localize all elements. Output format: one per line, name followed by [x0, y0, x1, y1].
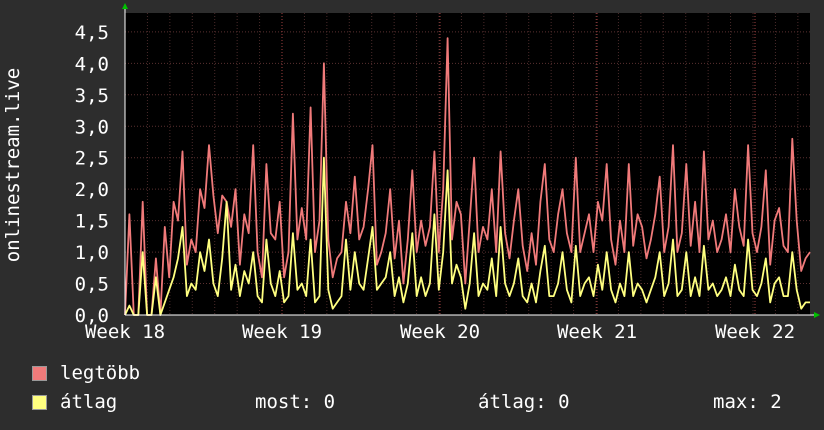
series-lines: [124, 37, 811, 316]
x-axis-arrow: [814, 312, 820, 318]
y-tick-label: 1,0: [75, 242, 109, 264]
stat-max: max: 2: [713, 391, 782, 413]
y-tick-label: 0,0: [75, 305, 109, 327]
y-axis-label: onlinestream.live: [2, 68, 24, 262]
legend-swatch-avg: [32, 395, 47, 410]
stat-now: most: 0: [255, 391, 336, 413]
x-tick-label: Week 20: [400, 321, 480, 343]
y-tick-label: 3,5: [75, 85, 109, 107]
x-tick-label: Week 19: [242, 321, 322, 343]
stat-average: átlag: 0: [478, 391, 570, 413]
y-tick-labels: 0,0 0,5 1,0 1,5 2,0 2,5 3,0 3,5 4,0 4,5: [75, 22, 109, 327]
y-tick-label: 4,0: [75, 53, 109, 75]
legend-swatch-max: [32, 366, 47, 381]
y-tick-label: 3,0: [75, 116, 109, 138]
x-tick-label: Week 22: [715, 321, 795, 343]
x-tick-label: Week 21: [557, 321, 637, 343]
y-tick-label: 2,5: [75, 148, 109, 170]
series-line-avg: [124, 156, 810, 316]
y-tick-label: 1,5: [75, 211, 109, 233]
legend-label-max: legtöbb: [60, 362, 141, 384]
y-tick-label: 4,5: [75, 22, 109, 44]
x-tick-labels: Week 18 Week 19 Week 20 Week 21 Week 22: [85, 321, 795, 343]
legend-label-avg: átlag: [60, 391, 118, 413]
plot-background: [125, 13, 810, 315]
axes: [122, 3, 820, 318]
y-tick-label: 2,0: [75, 179, 109, 201]
y-tick-label: 0,5: [75, 274, 109, 296]
series-line-max: [124, 37, 811, 316]
y-axis-arrow: [122, 3, 128, 9]
x-tick-label: Week 18: [85, 321, 165, 343]
